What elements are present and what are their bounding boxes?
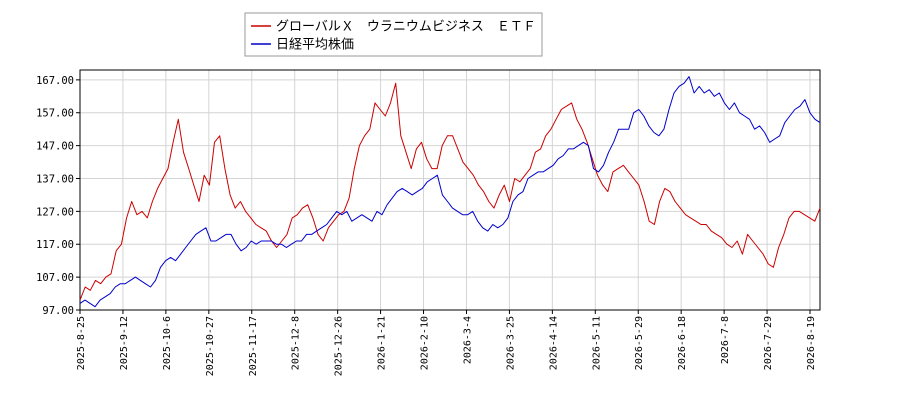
series-line-uranium-etf bbox=[79, 82, 821, 301]
x-tick-label: 2025-8-25 bbox=[76, 316, 87, 370]
y-tick-label: 147.00 bbox=[36, 141, 74, 153]
y-tick-label: 107.00 bbox=[36, 272, 74, 284]
series-line-nikkei bbox=[79, 76, 821, 308]
legend-box bbox=[244, 12, 543, 57]
y-tick-label: 167.00 bbox=[36, 75, 74, 87]
x-tick-label: 2025-12-26 bbox=[334, 316, 345, 376]
y-tick-label: 97.00 bbox=[42, 305, 74, 317]
y-tick-label: 137.00 bbox=[36, 173, 74, 185]
y-tick-label: 157.00 bbox=[36, 108, 74, 120]
y-tick-label: 117.00 bbox=[36, 239, 74, 251]
x-tick-label: 2025-11-17 bbox=[248, 316, 259, 376]
x-tick-label: 2026-3-4 bbox=[462, 316, 473, 364]
x-tick-label: 2026-7-29 bbox=[763, 316, 774, 370]
y-tick-label: 127.00 bbox=[36, 206, 74, 218]
x-tick-label: 2026-5-11 bbox=[591, 316, 602, 370]
x-tick-label: 2025-10-27 bbox=[205, 316, 216, 376]
series-lines bbox=[79, 76, 821, 308]
legend-label-nikkei: 日経平均株価 bbox=[276, 38, 354, 53]
x-tick-label: 2026-3-25 bbox=[505, 316, 516, 370]
x-tick-label: 2026-7-8 bbox=[720, 316, 731, 364]
x-tick-label: 2026-4-14 bbox=[548, 316, 559, 370]
x-tick-label: 2025-9-12 bbox=[119, 316, 130, 370]
x-tick-label: 2026-5-29 bbox=[634, 316, 645, 370]
x-tick-label: 2026-2-10 bbox=[420, 316, 431, 370]
x-tick-label: 2026-1-21 bbox=[377, 316, 388, 370]
plot-area bbox=[79, 69, 821, 311]
x-tick-label: 2025-12-8 bbox=[291, 316, 302, 370]
x-tick-label: 2026-8-19 bbox=[806, 316, 817, 370]
x-axis-ticks: 2025-8-25 2025-9-12 2025-10-6 2025-10-27 202… bbox=[76, 310, 817, 376]
x-tick-label: 2026-6-18 bbox=[677, 316, 688, 370]
x-tick-label: 2025-10-6 bbox=[162, 316, 173, 370]
legend-label-uranium-etf: グローバルＸ ウラニウムビジネス ＥＴＦ bbox=[276, 20, 536, 35]
gridlines bbox=[80, 70, 820, 311]
y-axis-ticks: 97.00 107.00 117.00 127.00 137.00 147.00 157.0… bbox=[36, 75, 80, 317]
legend: グローバルＸ ウラニウムビジネス ＥＴＦ 日経平均株価 bbox=[244, 12, 543, 57]
